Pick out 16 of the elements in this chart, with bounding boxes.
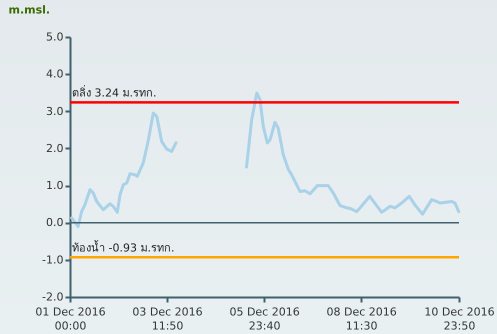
- x-tick-label: 10 Dec 2016 23:50: [424, 306, 495, 332]
- y-tick-label: -1.0: [42, 253, 64, 266]
- y-tick-label: 4.0: [46, 68, 64, 81]
- y-tick-label: 3.0: [46, 104, 64, 118]
- x-tick-label: 01 Dec 2016 00:00: [35, 306, 106, 332]
- x-tick-label: 08 Dec 2016 11:30: [326, 306, 397, 332]
- x-tick-label: 05 Dec 2016 23:40: [229, 306, 300, 332]
- y-tick-label: 2.0: [46, 142, 64, 155]
- y-tick-label: -2.0: [42, 290, 64, 304]
- y-tick-label: 0.0: [46, 216, 64, 230]
- y-tick-label: 1.0: [46, 179, 64, 192]
- ref-line-label: ตลิ่ง 3.24 ม.รทก.: [72, 84, 156, 100]
- y-tick-label: 5.0: [46, 30, 64, 44]
- y-axis-title: m.msl.: [8, 4, 50, 16]
- ref-line-label: ท้องน้ำ -0.93 ม.รทก.: [72, 239, 174, 254]
- x-tick-label: 03 Dec 2016 11:50: [132, 306, 203, 332]
